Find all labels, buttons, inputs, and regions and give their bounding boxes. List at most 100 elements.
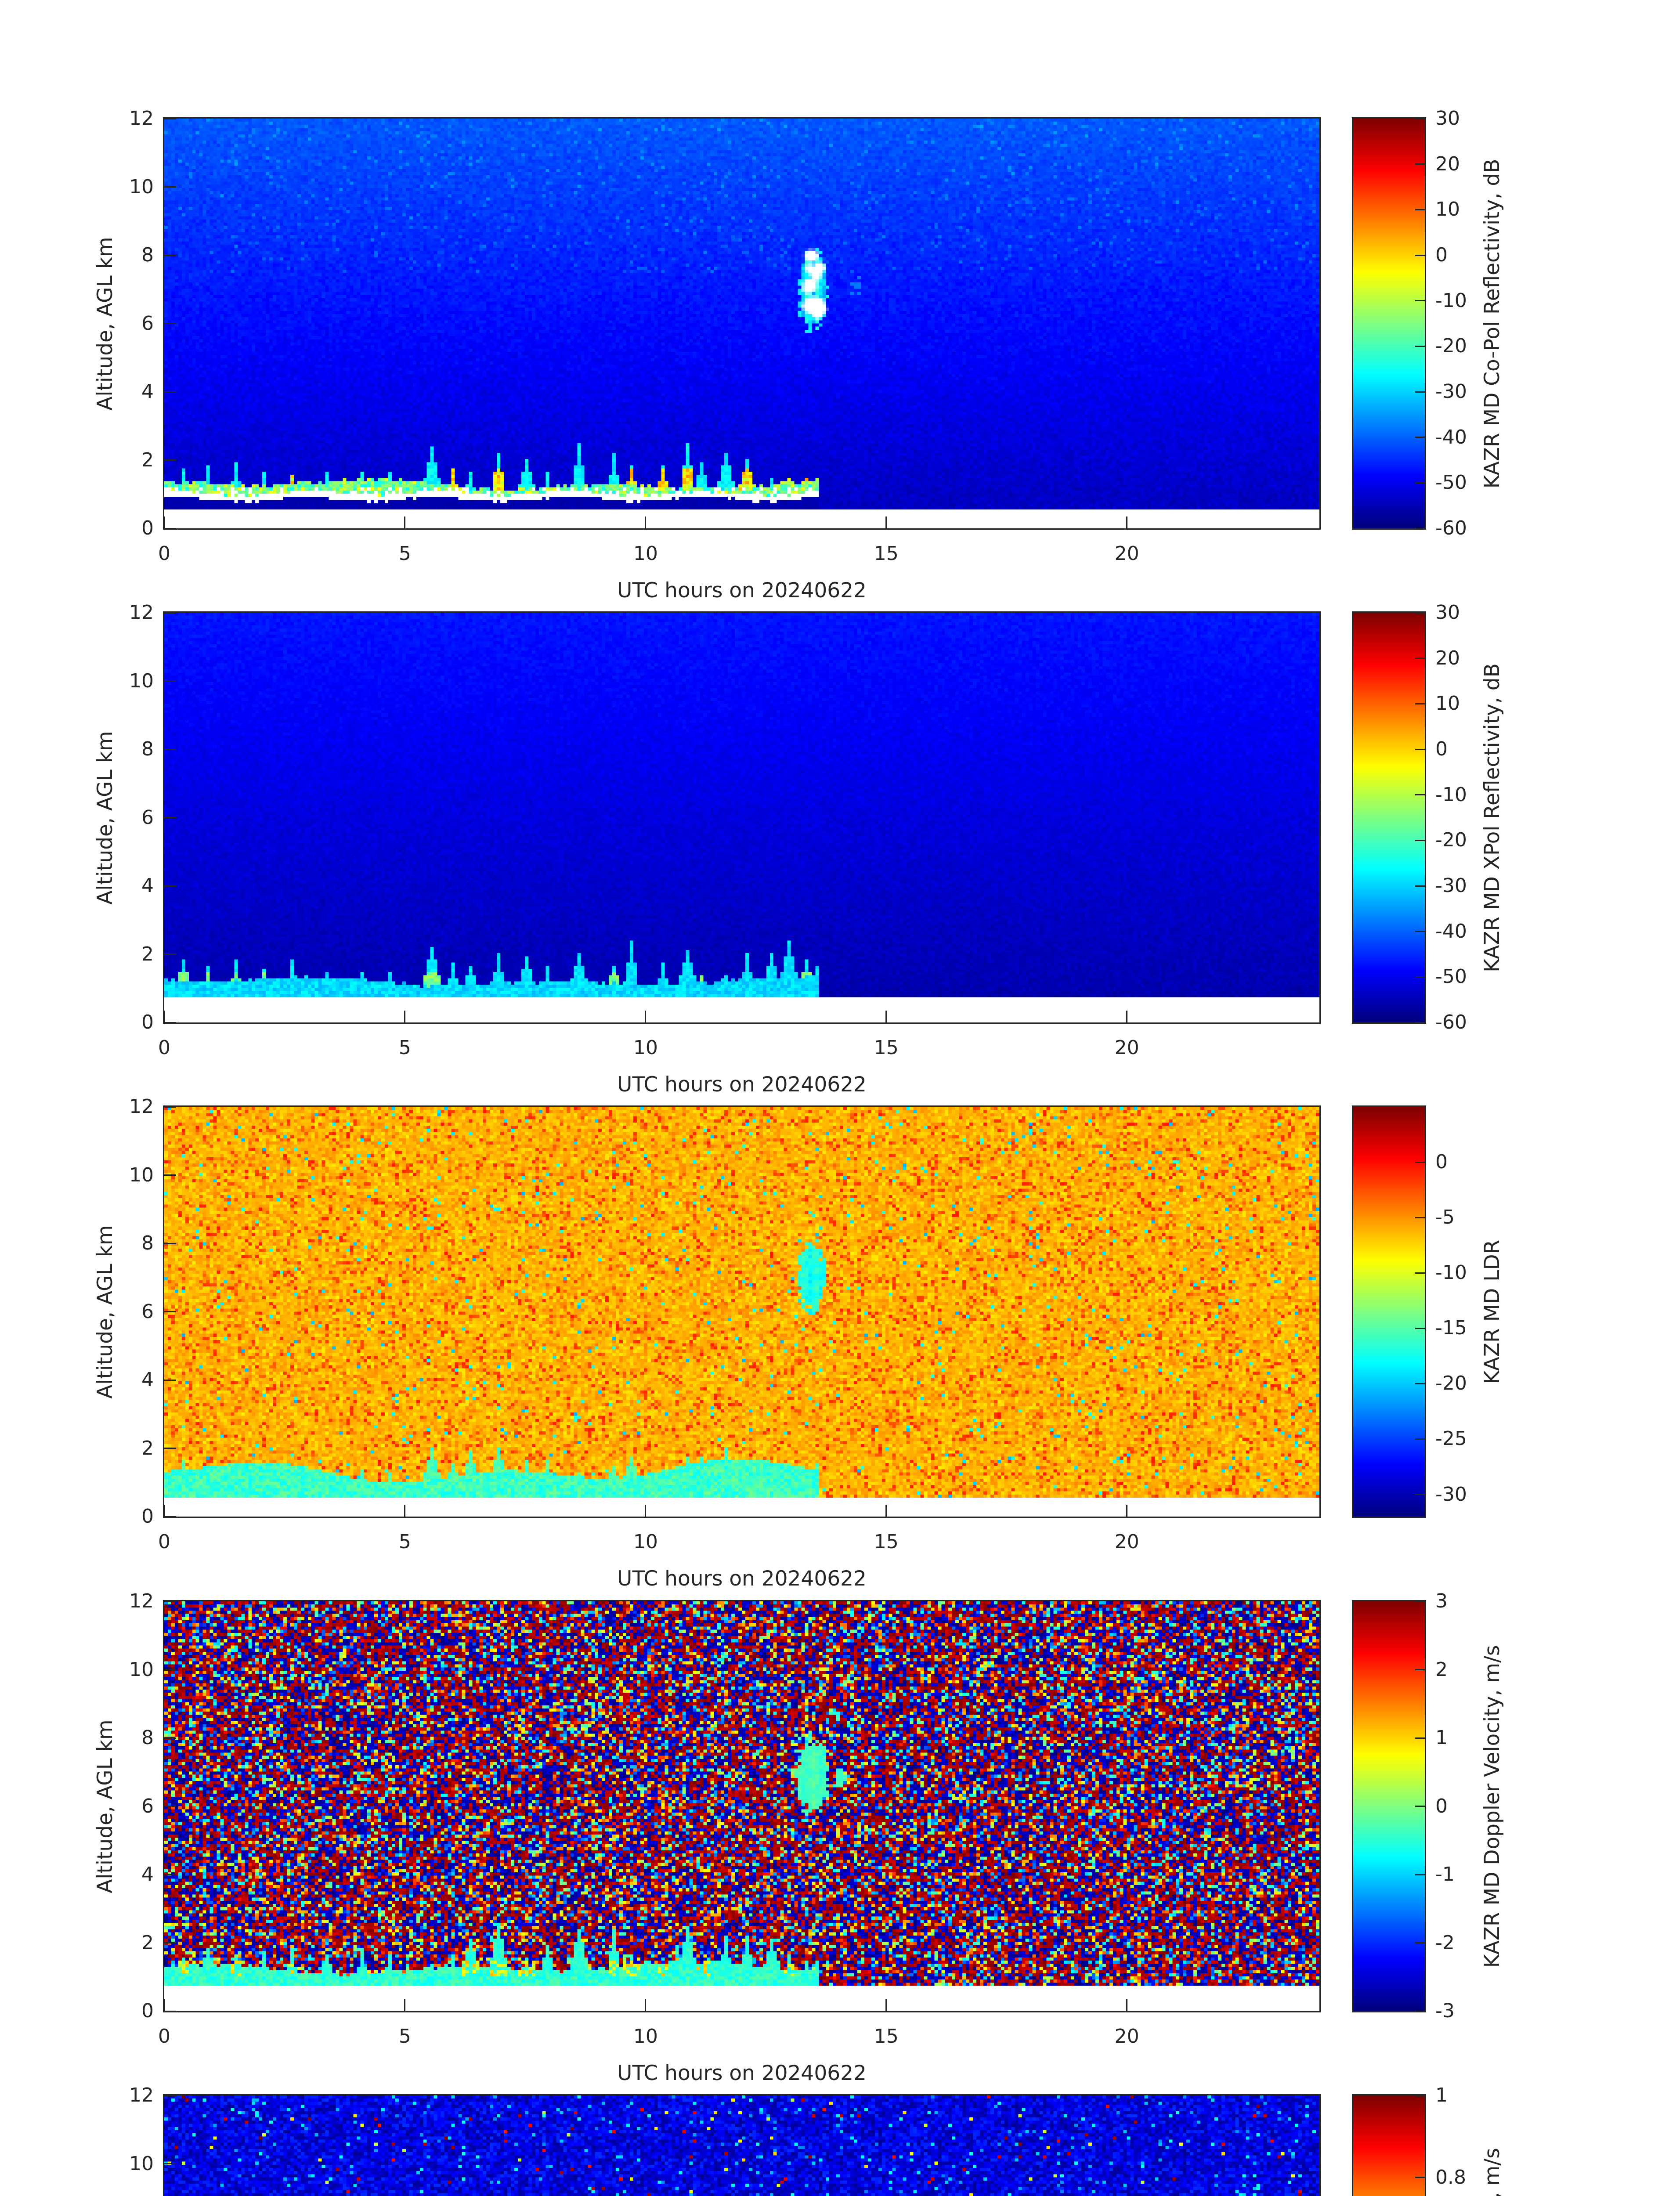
copol-colorbar-tick-label: 20 <box>1435 152 1460 175</box>
xpol-x-tick-mark <box>1126 1011 1128 1022</box>
doppler-velocity-x-tick-mark <box>163 1999 165 2011</box>
ldr-colorbar-tick-label: -30 <box>1435 1483 1467 1506</box>
doppler-velocity-colorbar-tick-mark <box>1415 1874 1425 1875</box>
copol-y-tick-mark <box>164 391 176 393</box>
doppler-velocity-colorbar-tick-mark <box>1415 2010 1425 2012</box>
ldr-y-tick-label: 12 <box>129 1095 154 1118</box>
copol-colorbar-tick-label: 30 <box>1435 107 1460 130</box>
copol-colorbar-tick-mark <box>1415 391 1425 393</box>
ldr-y-tick-mark <box>164 1242 176 1244</box>
ldr-heatmap-canvas <box>164 1107 1319 1517</box>
doppler-velocity-y-tick-label: 10 <box>129 1658 154 1681</box>
ldr-y-tick-label: 6 <box>141 1300 154 1323</box>
ldr-x-tick-label: 5 <box>398 1531 411 1553</box>
ldr-xlabel: UTC hours on 20240622 <box>617 1567 867 1591</box>
ldr-y-tick-label: 10 <box>129 1163 154 1186</box>
ldr-x-tick-label: 10 <box>633 1531 658 1553</box>
ldr-x-tick-mark <box>163 1505 165 1517</box>
ldr-y-tick-label: 8 <box>141 1232 154 1254</box>
copol-x-tick-mark <box>163 516 165 528</box>
spectral-width-ylabel: Altitude, AGL km <box>92 2103 119 2196</box>
doppler-velocity-x-tick-label: 0 <box>158 2025 170 2048</box>
xpol-colorbar-tick-mark <box>1415 748 1425 750</box>
doppler-velocity-y-tick-mark <box>164 1669 176 1670</box>
ldr-x-tick-label: 0 <box>158 1531 170 1553</box>
xpol-x-tick-label: 0 <box>158 1037 170 1059</box>
spectral-width-y-tick-label: 10 <box>129 2152 154 2175</box>
copol-colorbar-tick-label: -40 <box>1435 426 1467 448</box>
ldr-y-tick-label: 4 <box>141 1369 154 1391</box>
xpol-colorbar-tick-label: 30 <box>1435 601 1460 624</box>
doppler-velocity-colorbar <box>1353 1601 1425 2011</box>
doppler-velocity-colorbar-title: KAZR MD Doppler Velocity, m/s <box>1480 1645 1504 1968</box>
copol-x-tick-mark <box>1126 516 1128 528</box>
copol-y-tick-mark <box>164 254 176 256</box>
xpol-xlabel: UTC hours on 20240622 <box>617 1073 867 1097</box>
copol-y-tick-mark <box>164 527 176 529</box>
copol-colorbar-tick-label: -60 <box>1435 517 1467 539</box>
doppler-velocity-heatmap-canvas <box>164 1601 1319 2011</box>
xpol-colorbar-tick-mark <box>1415 1022 1425 1023</box>
xpol-x-tick-label: 10 <box>633 1037 658 1059</box>
copol-colorbar-tick-mark <box>1415 527 1425 529</box>
xpol-colorbar <box>1353 613 1425 1022</box>
xpol-y-tick-mark <box>164 680 176 682</box>
doppler-velocity-y-tick-mark <box>164 1874 176 1875</box>
xpol-y-tick-label: 4 <box>141 874 154 897</box>
xpol-y-tick-label: 6 <box>141 806 154 829</box>
doppler-velocity-y-tick-mark <box>164 1737 176 1739</box>
xpol-colorbar-tick-mark <box>1415 794 1425 796</box>
copol-y-tick-mark <box>164 118 176 119</box>
xpol-x-tick-mark <box>885 1011 887 1022</box>
copol-colorbar <box>1353 119 1425 528</box>
doppler-velocity-y-tick-label: 12 <box>129 1590 154 1612</box>
xpol-x-tick-label: 20 <box>1114 1037 1139 1059</box>
doppler-velocity-colorbar-tick-label: 0 <box>1435 1795 1448 1817</box>
xpol-colorbar-tick-mark <box>1415 839 1425 841</box>
ldr-colorbar-tick-mark <box>1415 1327 1425 1329</box>
copol-x-tick-mark <box>645 516 647 528</box>
ldr-colorbar-tick-label: 0 <box>1435 1151 1448 1174</box>
copol-colorbar-tick-mark <box>1415 437 1425 438</box>
copol-y-tick-mark <box>164 186 176 188</box>
ldr-colorbar-tick-mark <box>1415 1383 1425 1384</box>
xpol-colorbar-tick-label: -20 <box>1435 829 1467 852</box>
doppler-velocity-y-tick-mark <box>164 2010 176 2012</box>
doppler-velocity-colorbar-tick-label: -1 <box>1435 1863 1455 1885</box>
copol-y-tick-mark <box>164 323 176 324</box>
doppler-velocity-x-tick-mark <box>404 1999 406 2011</box>
ldr-x-tick-mark <box>1126 1505 1128 1517</box>
doppler-velocity-colorbar-tick-label: 2 <box>1435 1658 1448 1681</box>
xpol-y-tick-label: 10 <box>129 669 154 692</box>
ldr-colorbar-tick-label: -10 <box>1435 1261 1467 1284</box>
doppler-velocity-x-tick-label: 5 <box>398 2025 411 2048</box>
ldr-colorbar-title: KAZR MD LDR <box>1480 1239 1504 1384</box>
ldr-ylabel: Altitude, AGL km <box>93 1224 117 1399</box>
copol-heatmap-canvas <box>164 119 1319 528</box>
copol-y-tick-mark <box>164 459 176 461</box>
ldr-y-tick-label: 2 <box>141 1437 154 1459</box>
copol-x-tick-label: 0 <box>158 542 170 565</box>
doppler-velocity-x-tick-label: 10 <box>633 2025 658 2048</box>
copol-xlabel: UTC hours on 20240622 <box>617 578 867 603</box>
doppler-velocity-colorbar-tick-mark <box>1415 1942 1425 1943</box>
copol-y-tick-label: 10 <box>129 175 154 198</box>
xpol-colorbar-tick-label: 20 <box>1435 647 1460 669</box>
copol-colorbar-tick-label: -30 <box>1435 380 1467 403</box>
xpol-colorbar-tick-label: -60 <box>1435 1011 1467 1033</box>
spectral-width-colorbar-tick-label: 0.8 <box>1435 2166 1466 2189</box>
copol-y-tick-label: 6 <box>141 312 154 335</box>
doppler-velocity-colorbar-tick-mark <box>1415 1669 1425 1670</box>
copol-colorbar-tick-mark <box>1415 482 1425 484</box>
xpol-colorbar-tick-label: -50 <box>1435 965 1467 988</box>
doppler-velocity-y-tick-mark <box>164 1600 176 1602</box>
ldr-x-tick-label: 15 <box>874 1531 899 1553</box>
copol-colorbar-tick-mark <box>1415 209 1425 210</box>
spectral-width-y-tick-mark <box>164 2095 176 2096</box>
xpol-colorbar-tick-label: 0 <box>1435 738 1448 760</box>
xpol-y-tick-mark <box>164 817 176 818</box>
copol-x-tick-label: 15 <box>874 542 899 565</box>
xpol-x-tick-label: 15 <box>874 1037 899 1059</box>
xpol-colorbar-tick-mark <box>1415 703 1425 704</box>
